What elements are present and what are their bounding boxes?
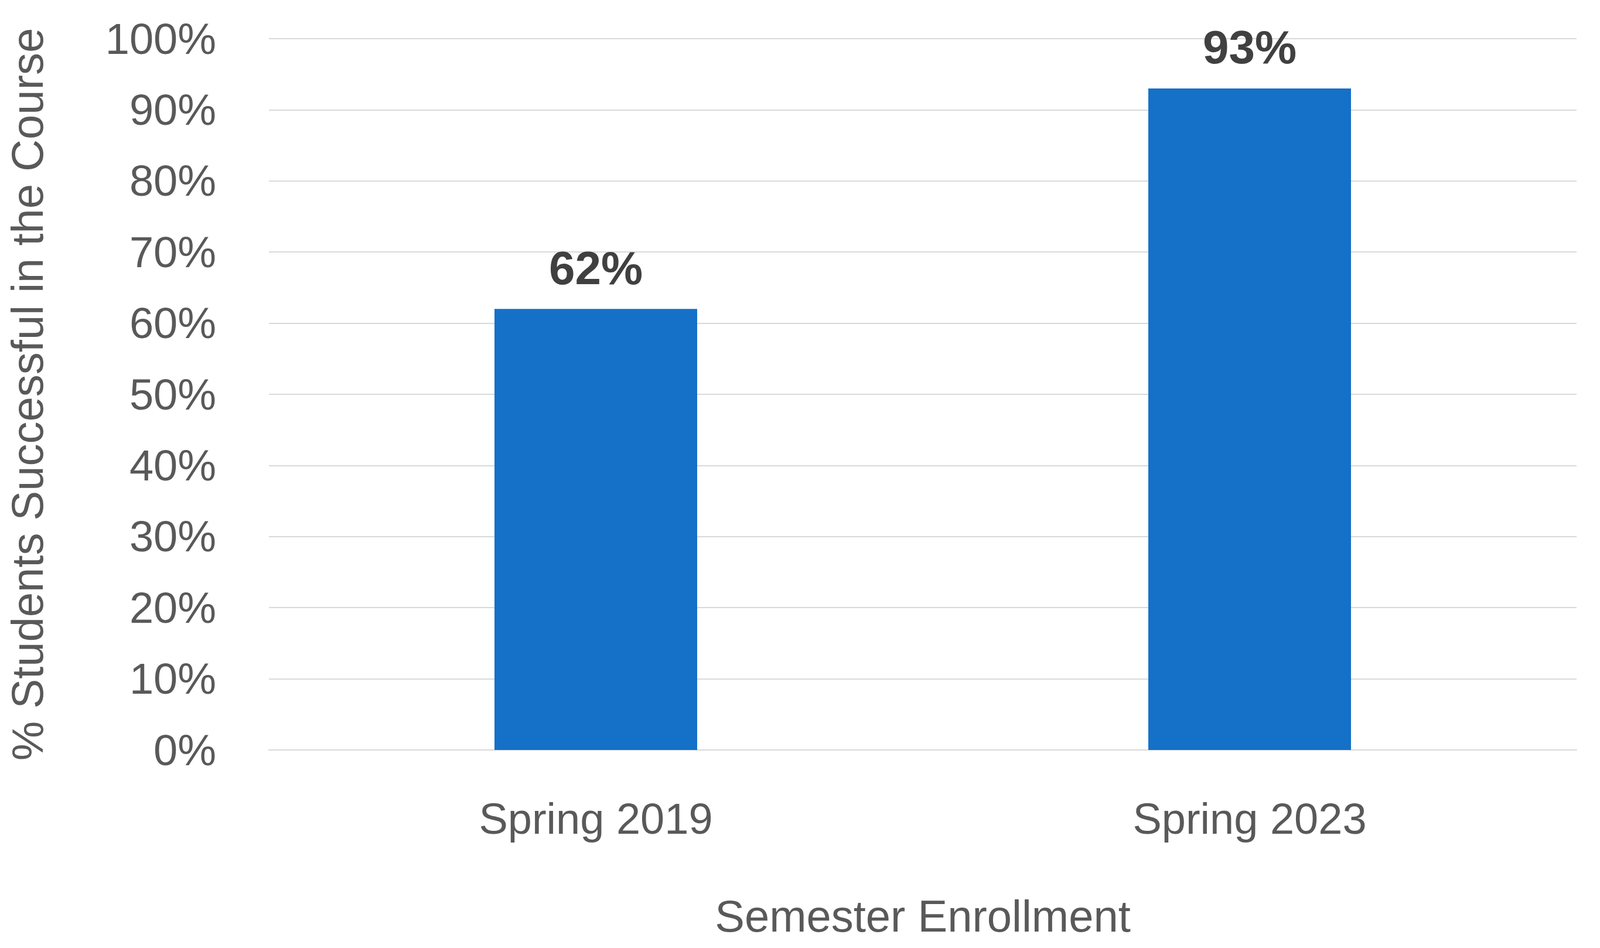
svg-text:60%: 60% bbox=[129, 298, 217, 348]
svg-text:Spring 2023: Spring 2023 bbox=[1132, 794, 1367, 844]
svg-text:40%: 40% bbox=[129, 441, 217, 490]
svg-text:20%: 20% bbox=[129, 583, 217, 633]
svg-text:70%: 70% bbox=[129, 227, 217, 277]
svg-text:62%: 62% bbox=[548, 241, 643, 295]
svg-text:93%: 93% bbox=[1202, 21, 1297, 74]
svg-text:30%: 30% bbox=[129, 512, 217, 561]
svg-text:100%: 100% bbox=[105, 14, 217, 64]
svg-text:Spring 2019: Spring 2019 bbox=[478, 794, 713, 844]
svg-text:10%: 10% bbox=[129, 654, 217, 704]
svg-text:80%: 80% bbox=[129, 156, 217, 206]
svg-text:90%: 90% bbox=[129, 85, 217, 135]
svg-text:50%: 50% bbox=[129, 370, 217, 419]
svg-text:% Students Successful in the C: % Students Successful in the Course bbox=[2, 28, 53, 761]
svg-text:Semester Enrollment: Semester Enrollment bbox=[714, 891, 1131, 941]
svg-text:0%: 0% bbox=[153, 725, 217, 775]
